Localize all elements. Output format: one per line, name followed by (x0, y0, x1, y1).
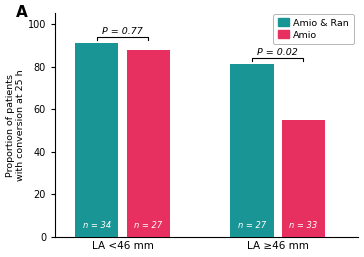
Y-axis label: Proportion of patients
with conversion at 25 h: Proportion of patients with conversion a… (5, 69, 25, 181)
Text: A: A (16, 5, 27, 20)
Bar (282, 120, 325, 237)
Bar (127, 50, 170, 237)
Text: n = 33: n = 33 (289, 221, 317, 230)
Text: P = 0.02: P = 0.02 (257, 48, 298, 57)
Text: n = 34: n = 34 (83, 221, 111, 230)
Bar (230, 65, 273, 237)
Legend: Amio & Ran, Amio: Amio & Ran, Amio (273, 14, 354, 44)
Text: n = 27: n = 27 (238, 221, 266, 230)
Text: n = 27: n = 27 (134, 221, 162, 230)
Bar (75, 43, 119, 237)
Text: P = 0.77: P = 0.77 (102, 27, 143, 36)
